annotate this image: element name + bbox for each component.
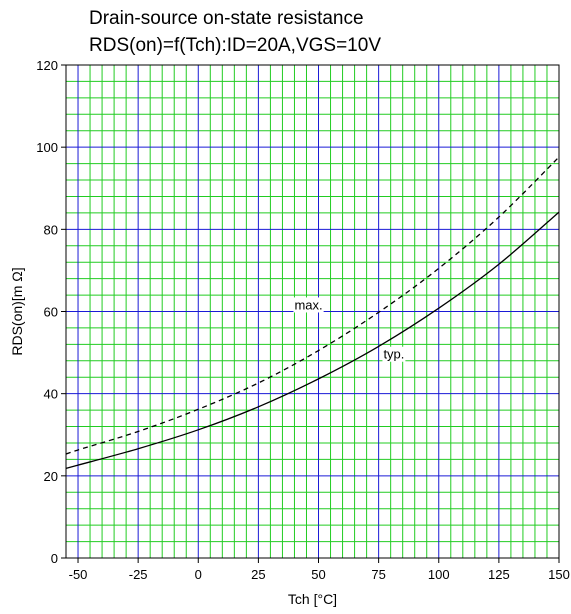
x-tick-label: 25 xyxy=(251,567,265,582)
y-tick-label: 80 xyxy=(44,222,58,237)
y-tick-label: 100 xyxy=(36,140,58,155)
x-tick-label: 100 xyxy=(428,567,450,582)
x-tick-label: -50 xyxy=(69,567,88,582)
y-axis-title: RDS(on)[m Ω] xyxy=(9,267,25,355)
series-label: max. xyxy=(294,297,322,312)
y-axis-ticks: 0 20 40 60 80 100 120 xyxy=(36,58,66,566)
chart-title-line-1: Drain-source on-state resistance xyxy=(89,8,364,29)
y-tick-label: 60 xyxy=(44,305,58,320)
series-labels: max. typ. xyxy=(293,297,406,362)
series-label-background xyxy=(382,346,406,362)
chart-title-line-2: RDS(on)=f(Tch):ID=20A,VGS=10V xyxy=(89,35,381,56)
x-axis-ticks: -50 -25 0 25 50 75 100 125 150 xyxy=(69,558,570,582)
x-tick-label: 0 xyxy=(195,567,202,582)
y-tick-label: 20 xyxy=(44,469,58,484)
x-axis-title: Tch [°C] xyxy=(288,591,337,607)
series-label: typ. xyxy=(383,347,404,362)
y-tick-label: 40 xyxy=(44,387,58,402)
x-tick-label: 50 xyxy=(311,567,325,582)
x-tick-label: 75 xyxy=(371,567,385,582)
series-label-background xyxy=(293,297,324,313)
x-tick-label: 150 xyxy=(548,567,570,582)
series-line-typ xyxy=(65,211,560,470)
series-line-max xyxy=(65,156,560,455)
x-tick-label: 125 xyxy=(488,567,510,582)
y-tick-label: 0 xyxy=(51,551,58,566)
chart-title: Drain-source on-state resistance RDS(on)… xyxy=(89,8,381,56)
x-tick-label: -25 xyxy=(129,567,148,582)
series-lines xyxy=(65,156,560,470)
y-tick-label: 120 xyxy=(36,58,58,73)
